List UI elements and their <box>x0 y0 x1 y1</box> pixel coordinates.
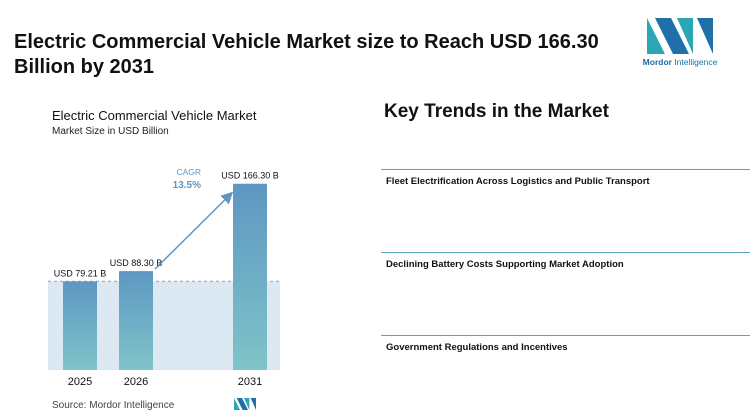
bar-value-label: USD 79.21 B <box>54 268 107 278</box>
trend-item: Declining Battery Costs Supporting Marke… <box>386 259 624 270</box>
bar <box>119 271 153 370</box>
trend-item: Fleet Electrification Across Logistics a… <box>386 176 650 187</box>
trend-divider <box>381 252 750 253</box>
bar <box>63 281 97 370</box>
x-tick-label: 2025 <box>68 376 92 388</box>
logo-mark-icon <box>647 18 713 54</box>
small-logo-icon <box>234 398 256 410</box>
cagr-arrow <box>154 191 234 270</box>
x-tick-label: 2026 <box>124 376 148 388</box>
bar-value-label: USD 88.30 B <box>110 258 163 268</box>
cagr-value: 13.5% <box>173 180 201 191</box>
x-tick-label: 2031 <box>238 376 262 388</box>
page-title: Electric Commercial Vehicle Market size … <box>14 31 599 78</box>
bar <box>233 183 267 370</box>
trend-item: Government Regulations and Incentives <box>386 342 568 353</box>
trend-divider <box>381 335 750 336</box>
key-trends-title: Key Trends in the Market <box>384 101 609 122</box>
cagr-label: CAGR <box>176 167 201 177</box>
brand-logo: Mordor Intelligence <box>640 18 720 74</box>
bar-chart: USD 79.21 B 2025 USD 88.30 B 2026 USD 166.30… <box>48 167 282 388</box>
chart-title: Electric Commercial Vehicle Market <box>52 108 257 123</box>
trend-divider <box>381 169 750 170</box>
bar-value-label: USD 166.30 B <box>221 171 279 181</box>
source-note: Source: Mordor Intelligence <box>52 400 175 411</box>
chart-subtitle: Market Size in USD Billion <box>52 126 169 137</box>
logo-text: Mordor Intelligence <box>642 57 718 67</box>
